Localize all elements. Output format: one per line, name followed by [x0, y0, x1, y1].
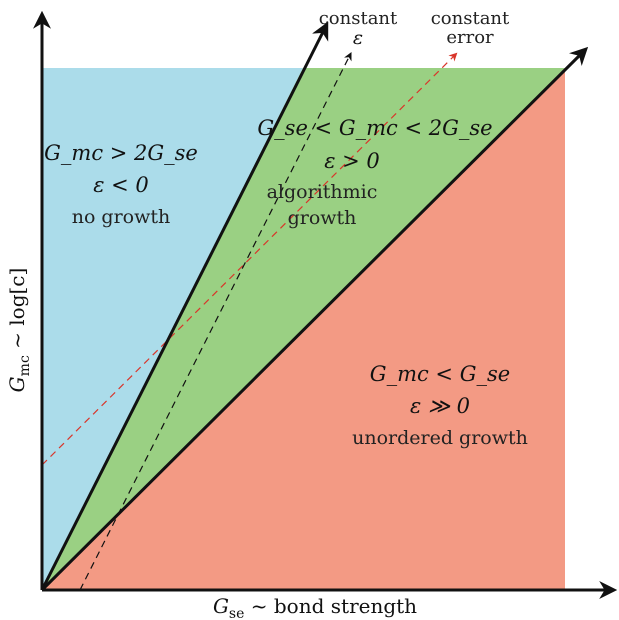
constant-epsilon-label-line2: ε — [353, 27, 363, 49]
green-label-line2: growth — [288, 207, 357, 229]
constant-error-label-line1: constant — [431, 8, 510, 29]
x-axis-description: ~ bond strength — [244, 594, 417, 618]
red-condition: G_mc < G_se — [370, 362, 510, 386]
blue-condition: G_mc > 2G_se — [44, 141, 198, 165]
y-axis-description: ~ log[c] — [5, 268, 29, 356]
green-sign: ε > 0 — [324, 149, 380, 173]
green-condition: G_se < G_mc < 2G_se — [257, 116, 492, 140]
red-sign: ε ≫ 0 — [410, 394, 470, 418]
y-axis-symbol: G — [5, 376, 29, 392]
blue-sign: ε < 0 — [93, 173, 149, 197]
constant-error-label-line2: error — [446, 27, 494, 48]
boundary-upper-ray — [40, 21, 329, 591]
green-label-line1: algorithmic — [267, 181, 378, 203]
x-axis-label: Gse ~ bond strength — [213, 594, 417, 620]
constant-epsilon-line — [79, 52, 352, 591]
constant-error-line — [41, 52, 458, 466]
red-label: unordered growth — [352, 427, 528, 449]
constant-epsilon-label-line1: constant — [319, 8, 398, 29]
y-axis-subscript: mc — [17, 355, 33, 376]
boundary-lower-ray — [40, 46, 589, 592]
x-axis-symbol: G — [213, 594, 229, 618]
y-axis-label: Gmc ~ log[c] — [5, 268, 33, 393]
blue-label: no growth — [72, 206, 171, 228]
x-axis-subscript: se — [229, 606, 244, 620]
